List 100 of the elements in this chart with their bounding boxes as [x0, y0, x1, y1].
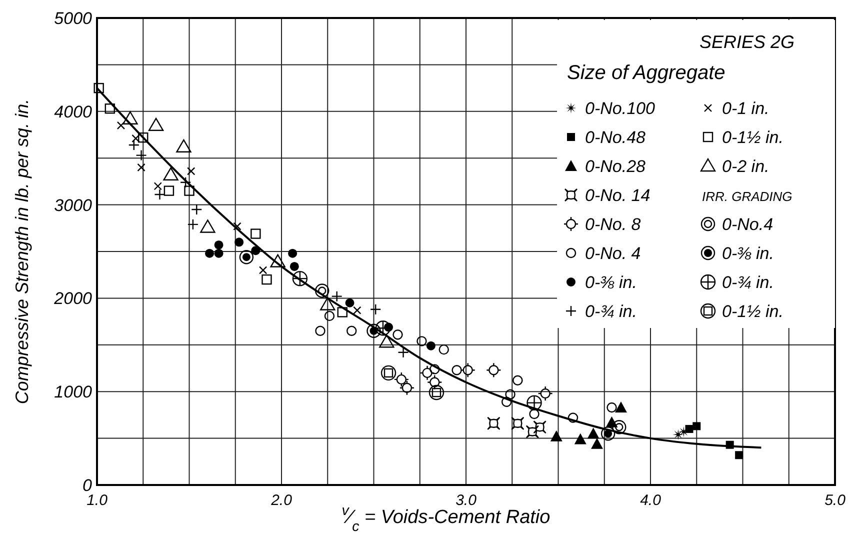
point: [292, 270, 308, 286]
point: [154, 188, 166, 200]
point: [526, 395, 542, 410]
point: [251, 246, 260, 256]
point: [184, 186, 194, 196]
legend-label: 0-1½ in.: [722, 128, 784, 147]
point: [337, 307, 348, 318]
x-tick-label: 3.0: [456, 492, 478, 509]
point: [320, 297, 336, 310]
legend-label: 0-1½ in.: [722, 302, 784, 321]
point: [511, 416, 524, 430]
point: [398, 346, 409, 358]
point: [128, 139, 140, 151]
point: [487, 416, 500, 430]
point: [233, 222, 242, 230]
point: [137, 163, 146, 172]
point: [288, 248, 298, 258]
point: [290, 262, 299, 271]
legend-label: 0-No.48: [585, 128, 646, 147]
point: [331, 290, 342, 302]
point: [258, 266, 268, 274]
y-tick-label: 2000: [53, 289, 93, 308]
point: [200, 220, 216, 233]
x-tick-label: 2.0: [270, 492, 293, 509]
point: [104, 104, 116, 114]
point: [163, 167, 178, 181]
point: [692, 422, 701, 430]
point: [164, 186, 174, 196]
point: [587, 428, 600, 439]
point: [186, 167, 196, 176]
point: [590, 438, 603, 449]
point: [370, 304, 382, 316]
point: [501, 396, 512, 407]
point: [346, 326, 357, 336]
point: [176, 139, 192, 152]
legend-title: Size of Aggregate: [567, 62, 726, 84]
y-tick-label: 1000: [54, 382, 93, 402]
x-tick-label: 5.0: [824, 492, 846, 509]
point: [345, 298, 354, 308]
point: [612, 420, 626, 434]
legend-label: 0-No.28: [585, 157, 646, 176]
legend-label: 0-1 in.: [722, 99, 770, 118]
annotation: IRR. GRADING: [702, 189, 792, 204]
point: [428, 384, 444, 400]
point: [512, 375, 523, 386]
point: [116, 121, 126, 130]
legend-label: 0-⅜ in.: [585, 273, 637, 292]
point: [526, 425, 540, 438]
point: [205, 248, 214, 258]
point: [234, 238, 244, 247]
legend-label: 0-2 in.: [722, 157, 770, 176]
point: [314, 284, 330, 298]
point: [250, 228, 261, 239]
point: [239, 250, 254, 264]
point: [138, 132, 148, 143]
point: [735, 451, 744, 460]
point: [122, 111, 138, 124]
point: [426, 341, 436, 350]
point: [132, 134, 140, 143]
point: [505, 389, 516, 400]
point: [614, 401, 627, 412]
point: [574, 433, 586, 444]
x-tick-label: 4.0: [640, 492, 662, 509]
point: [324, 310, 335, 322]
point: [438, 344, 449, 355]
point: [180, 176, 192, 188]
point: [550, 430, 562, 442]
point: [214, 248, 224, 258]
point: [353, 306, 362, 314]
legend-label: 0-No.100: [585, 99, 656, 118]
point: [187, 218, 199, 230]
point: [392, 330, 403, 340]
legend-label: 0-No.4: [722, 215, 774, 234]
text: SERIES 2G: [699, 32, 795, 52]
y-tick-label: 3000: [54, 196, 93, 215]
legend-label: 0-¾ in.: [722, 273, 774, 292]
point: [136, 150, 147, 161]
point: [366, 324, 381, 338]
point: [262, 274, 272, 285]
legend-label: 0-No. 8: [585, 215, 642, 234]
legend-label: 0-⅜ in.: [722, 244, 774, 263]
point: [600, 426, 616, 441]
y-tick-label: 5000: [54, 9, 93, 28]
point: [380, 365, 396, 381]
point: [191, 204, 202, 216]
legend-label: 0-¾ in.: [585, 302, 637, 321]
point: [672, 429, 684, 440]
point: [606, 402, 617, 413]
point: [94, 82, 104, 94]
point: [452, 365, 462, 376]
point: [270, 254, 286, 268]
point: [568, 412, 578, 423]
y-axis-title: Compressive Strength in lb. per sq. in.: [12, 98, 32, 404]
y-tick-label: 0: [82, 476, 93, 495]
point: [214, 240, 224, 250]
point: [685, 424, 694, 433]
point: [416, 336, 427, 346]
point: [379, 334, 394, 348]
x-tick-label: 1.0: [86, 492, 108, 509]
point: [148, 118, 164, 132]
